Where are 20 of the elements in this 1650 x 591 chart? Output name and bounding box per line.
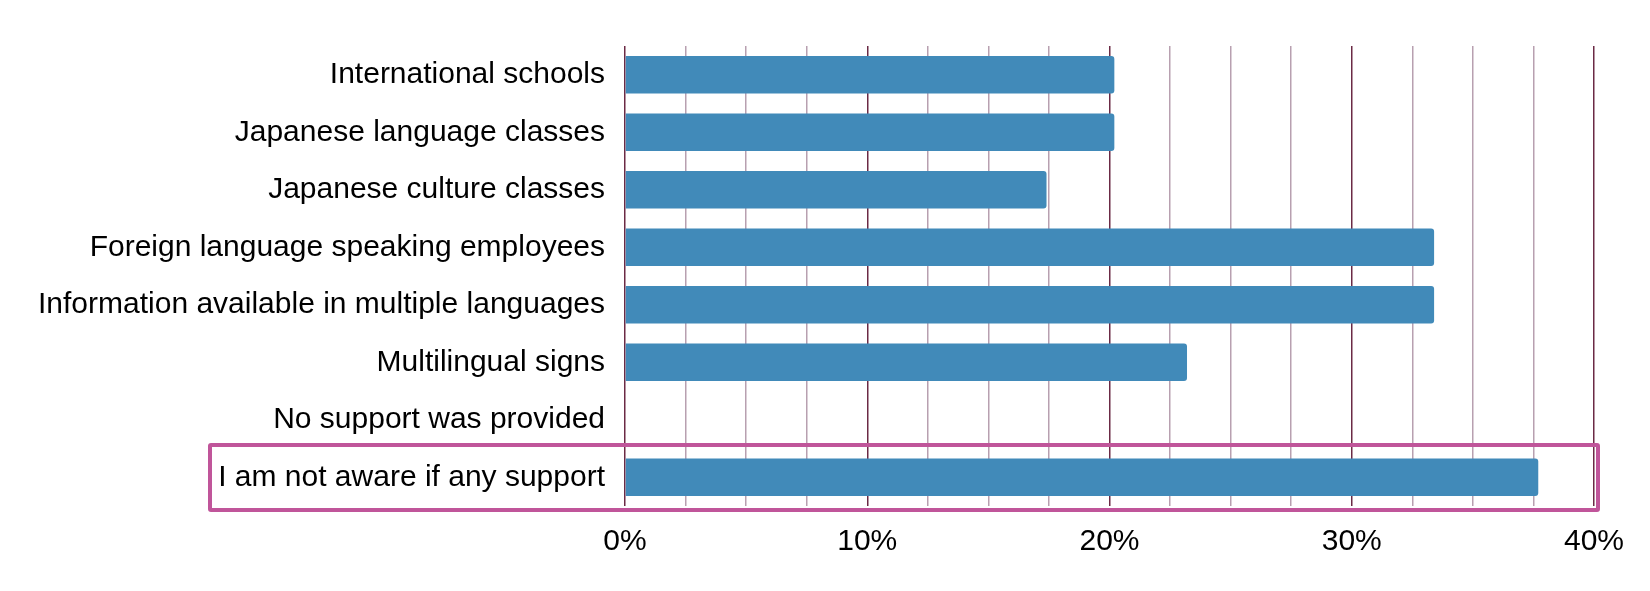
y-tick-label: Multilingual signs — [376, 343, 606, 377]
y-tick-label: Japanese culture classes — [268, 171, 606, 205]
bar — [625, 56, 1115, 94]
bar — [625, 343, 1188, 381]
bar — [625, 228, 1435, 266]
bar — [625, 286, 1435, 324]
x-tick-label: 30% — [1321, 523, 1382, 557]
y-tick-label: International schools — [329, 56, 606, 90]
x-tick-label: 20% — [1079, 523, 1140, 557]
x-tick-label: 0% — [603, 523, 647, 557]
y-tick-label: No support was provided — [273, 401, 606, 435]
bar — [625, 113, 1115, 151]
y-tick-label: Japanese language classes — [234, 113, 606, 147]
y-tick-label: Foreign language speaking employees — [89, 228, 606, 262]
x-tick-label: 10% — [837, 523, 898, 557]
y-tick-label: Information available in multiple languages — [38, 286, 606, 320]
y-tick-label: I am not aware if any support — [218, 458, 606, 492]
x-tick-label: 40% — [1563, 523, 1624, 557]
bar — [625, 458, 1539, 496]
bar — [625, 171, 1047, 209]
